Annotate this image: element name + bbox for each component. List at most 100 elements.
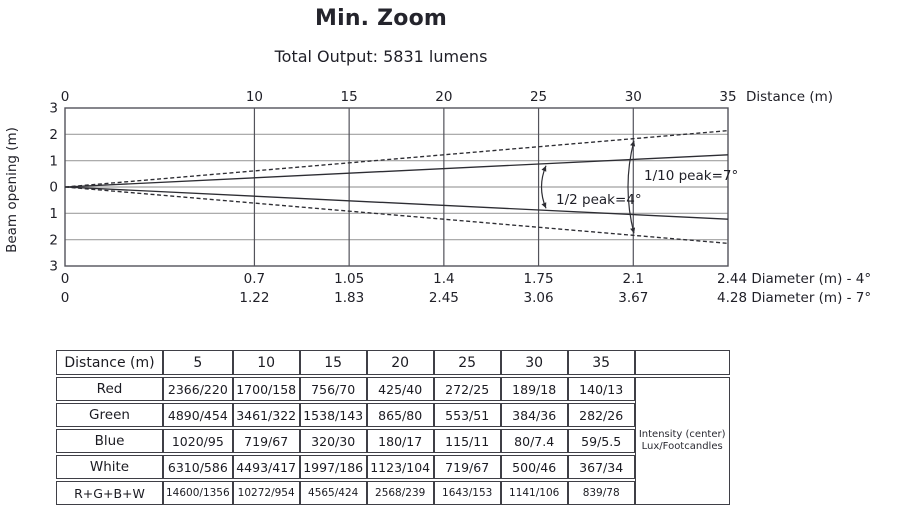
y-tick-label: 0 [49,180,58,196]
note-line: Intensity (center) [638,429,726,440]
x-tick-label: 25 [530,89,547,105]
intensity-value-cell: 80/7.4 [500,429,568,453]
intensity-value-cell: 282/26 [567,403,635,427]
y-tick-label: 2 [49,232,58,248]
intensity-value-cell: 189/18 [500,377,568,401]
intensity-value-cell: 553/51 [433,403,501,427]
y-tick-label: 1 [49,206,58,222]
intensity-value-cell: 425/40 [366,377,434,401]
y-tick-label: 1 [49,153,58,169]
total-output-subtitle: Total Output: 5831 lumens [274,47,488,66]
table-row-blue: Blue 1020/95 719/67 320/30 180/17 115/11 80/7.… [56,429,730,453]
intensity-value-cell: 1700/158 [232,377,300,401]
diameter-tick-label: 3.06 [524,290,554,306]
y-tick-label: 3 [49,101,58,117]
beam-angle-annotation-tenth-peak: 1/10 peak=7° [644,168,738,184]
table-row-r-g-b-w: R+G+B+W 14600/1356 10272/954 4565/424 2568/2… [56,481,730,505]
x-tick-label: 0 [61,89,70,105]
intensity-value-cell: 6310/586 [163,455,233,479]
color-row-label: Green [56,403,163,427]
x-tick-label: 10 [246,89,263,105]
intensity-units-note: Intensity (center) Lux/Footcandles [634,377,730,505]
diameter-tick-label: 0 [61,271,70,287]
intensity-value-cell: 1538/143 [299,403,367,427]
intensity-value-cell: 59/5.5 [567,429,635,453]
distance-value-header: 15 [299,350,367,375]
intensity-value-cell: 384/36 [500,403,568,427]
intensity-value-cell: 4890/454 [163,403,233,427]
distance-value-header: 35 [567,350,635,375]
intensity-value-cell: 719/67 [232,429,300,453]
angle-arc-tenth-peak [627,140,636,234]
diameter-tick-label: 2.1 [623,271,644,287]
distance-value-header: 30 [500,350,568,375]
distance-value-header: 25 [433,350,501,375]
x-tick-label: 20 [435,89,452,105]
intensity-value-cell: 140/13 [567,377,635,401]
intensity-value-cell: 4565/424 [299,481,367,505]
table-row-red: Red 2366/220 1700/158 756/70 425/40 272/25 189… [56,377,730,505]
empty-header-cell [634,350,730,375]
x-axis-title: Distance (m) [746,89,833,105]
intensity-value-cell: 1643/153 [433,481,501,505]
diameter-tick-label: 0 [61,290,70,306]
table-header-row: Distance (m) 5 10 15 20 25 30 35 [56,350,730,375]
diameter-tick-label: 1.05 [334,271,364,287]
beam-line-half-peak-upper [64,154,729,188]
intensity-value-cell: 14600/1356 [163,481,233,505]
intensity-value-cell: 865/80 [366,403,434,427]
distance-value-header: 20 [366,350,434,375]
diameter-tick-label: 0.7 [244,271,265,287]
intensity-value-cell: 115/11 [433,429,501,453]
beam-line-tenth-peak-lower [64,186,729,245]
distance-value-header: 5 [163,350,233,375]
intensity-value-cell: 1997/186 [299,455,367,479]
angle-arc-half-peak [540,165,547,209]
diameter-tick-label: 1.4 [433,271,454,287]
diameter-axis-title-tenth-peak: 4.28 Diameter (m) - 7° [717,290,871,306]
beam-angle-annotation-half-peak: 1/2 peak=4° [556,192,642,208]
table-row-green: Green 4890/454 3461/322 1538/143 865/80 553/5… [56,403,730,427]
color-row-label: R+G+B+W [56,481,163,505]
intensity-value-cell: 1141/106 [500,481,568,505]
distance-header-cell: Distance (m) [56,350,163,375]
color-row-label: White [56,455,163,479]
intensity-value-cell: 719/67 [433,455,501,479]
intensity-value-cell: 3461/322 [232,403,300,427]
x-tick-label: 15 [341,89,358,105]
intensity-value-cell: 180/17 [366,429,434,453]
photometric-data-table: Distance (m) 5 10 15 20 25 30 35 Red 2366/220 170… [56,348,730,507]
intensity-value-cell: 4493/417 [232,455,300,479]
diameter-tick-label: 3.67 [618,290,648,306]
x-tick-label: 30 [625,89,642,105]
diameter-tick-label: 2.45 [429,290,459,306]
intensity-value-cell: 320/30 [299,429,367,453]
table-row-white: White 6310/586 4493/417 1997/186 1123/104 719… [56,455,730,479]
intensity-value-cell: 272/25 [433,377,501,401]
intensity-value-cell: 2366/220 [163,377,233,401]
intensity-value-cell: 10272/954 [232,481,300,505]
intensity-value-cell: 2568/239 [366,481,434,505]
beam-line-half-peak-lower [64,186,729,220]
page-title: Min. Zoom [314,6,448,31]
diameter-axis-title-half-peak: 2.44 Diameter (m) - 4° [717,271,871,287]
diameter-tick-label: 1.22 [239,290,269,306]
color-row-label: Blue [56,429,163,453]
diameter-tick-label: 1.75 [524,271,554,287]
y-tick-label: 2 [49,127,58,143]
intensity-value-cell: 1020/95 [163,429,233,453]
beam-opening-diagram: 1/2 peak=4°1/10 peak=7°0 10 15 20 25 30 35 Dist… [4,89,871,306]
intensity-value-cell: 1123/104 [366,455,434,479]
intensity-value-cell: 500/46 [500,455,568,479]
intensity-value-cell: 367/34 [567,455,635,479]
intensity-value-cell: 756/70 [299,377,367,401]
diameter-tick-label: 1.83 [334,290,364,306]
x-tick-label: 35 [719,89,736,105]
note-line: Lux/Footcandles [641,441,723,452]
distance-value-header: 10 [232,350,300,375]
beam-line-tenth-peak-upper [64,129,729,188]
y-tick-label: 3 [49,259,58,275]
intensity-value-cell: 839/78 [567,481,635,505]
color-row-label: Red [56,377,163,401]
